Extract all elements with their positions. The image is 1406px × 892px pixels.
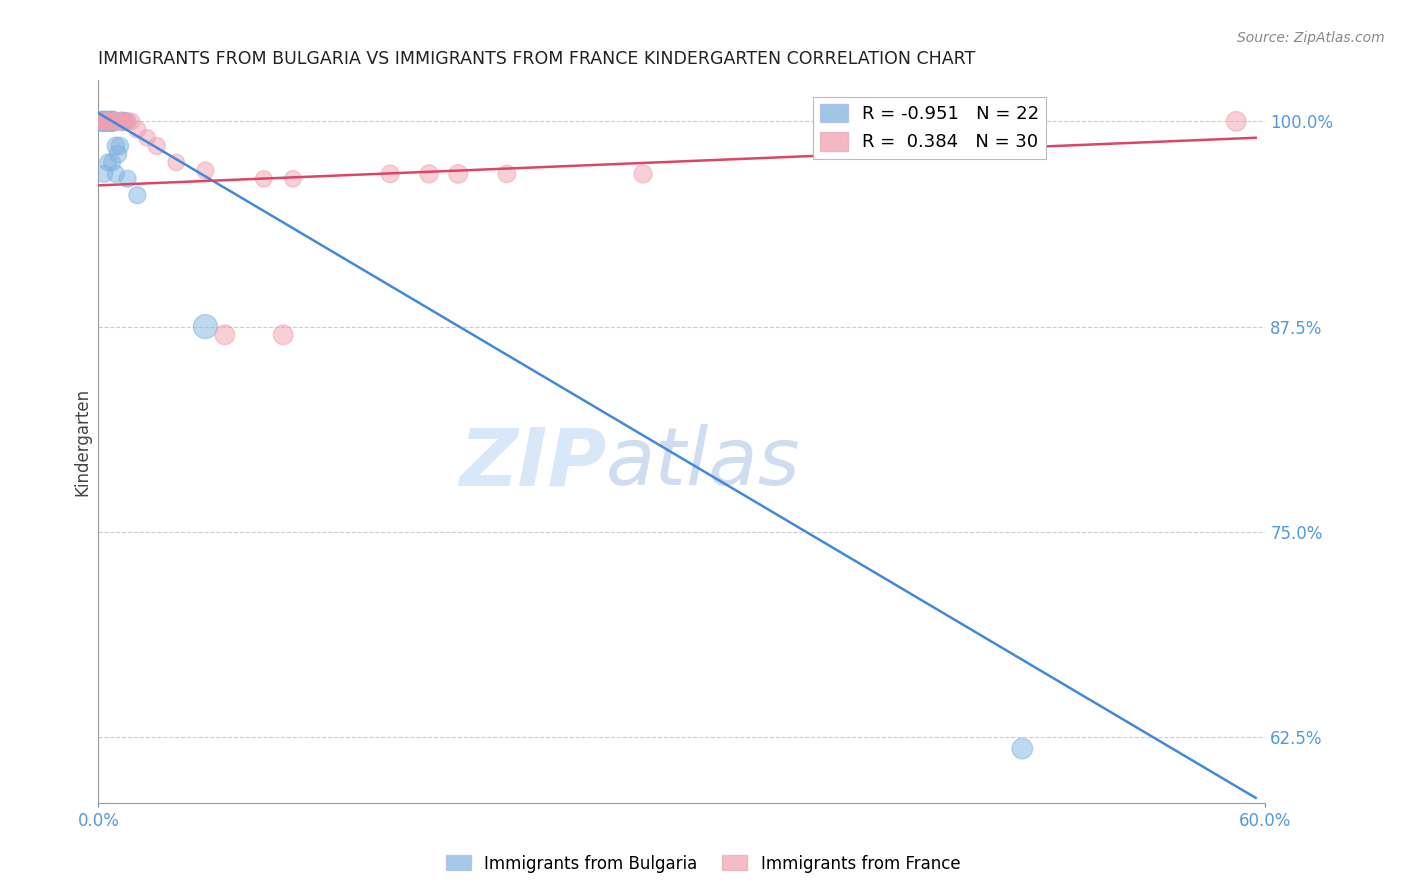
Point [97, 114, 120, 128]
Point [111, 114, 134, 128]
Point [418, 167, 440, 181]
Point [253, 171, 276, 186]
Point [91, 114, 114, 128]
Point [631, 167, 654, 181]
Point [1225, 114, 1247, 128]
Point [111, 114, 134, 128]
Point [96, 114, 118, 128]
Point [103, 114, 125, 128]
Text: ZIP: ZIP [458, 425, 606, 502]
Point [194, 319, 217, 334]
Point [104, 167, 127, 181]
Point [194, 163, 217, 178]
Point [89, 114, 111, 128]
Point [89, 114, 111, 128]
Point [121, 114, 143, 128]
Point [496, 167, 519, 181]
Legend: Immigrants from Bulgaria, Immigrants from France: Immigrants from Bulgaria, Immigrants fro… [439, 848, 967, 880]
Legend: R = -0.951   N = 22, R =  0.384   N = 30: R = -0.951 N = 22, R = 0.384 N = 30 [813, 96, 1046, 159]
Point [96, 114, 118, 128]
Y-axis label: Kindergarten: Kindergarten [73, 387, 91, 496]
Text: atlas: atlas [606, 425, 801, 502]
Point [101, 155, 124, 169]
Point [127, 188, 149, 202]
Point [97, 155, 120, 169]
Point [117, 171, 139, 186]
Point [107, 114, 129, 128]
Point [165, 155, 187, 169]
Point [117, 114, 139, 128]
Point [214, 327, 236, 342]
Point [97, 114, 120, 128]
Text: IMMIGRANTS FROM BULGARIA VS IMMIGRANTS FROM FRANCE KINDERGARTEN CORRELATION CHAR: IMMIGRANTS FROM BULGARIA VS IMMIGRANTS F… [98, 50, 976, 68]
Point [127, 122, 149, 136]
Point [98, 114, 121, 128]
Point [107, 147, 129, 161]
Point [103, 114, 125, 128]
Point [112, 114, 135, 128]
Point [93, 114, 115, 128]
Point [1011, 741, 1033, 756]
Point [104, 139, 127, 153]
Point [93, 114, 115, 128]
Point [281, 171, 304, 186]
Point [380, 167, 402, 181]
Point [114, 114, 136, 128]
Point [101, 114, 124, 128]
Point [91, 114, 114, 128]
Point [112, 114, 135, 128]
Point [98, 114, 121, 128]
Point [104, 114, 127, 128]
Point [447, 167, 470, 181]
Text: Source: ZipAtlas.com: Source: ZipAtlas.com [1237, 31, 1385, 45]
Point [108, 139, 131, 153]
Point [93, 167, 115, 181]
Point [101, 114, 124, 128]
Point [108, 114, 131, 128]
Point [146, 139, 169, 153]
Point [136, 130, 159, 145]
Point [271, 327, 294, 342]
